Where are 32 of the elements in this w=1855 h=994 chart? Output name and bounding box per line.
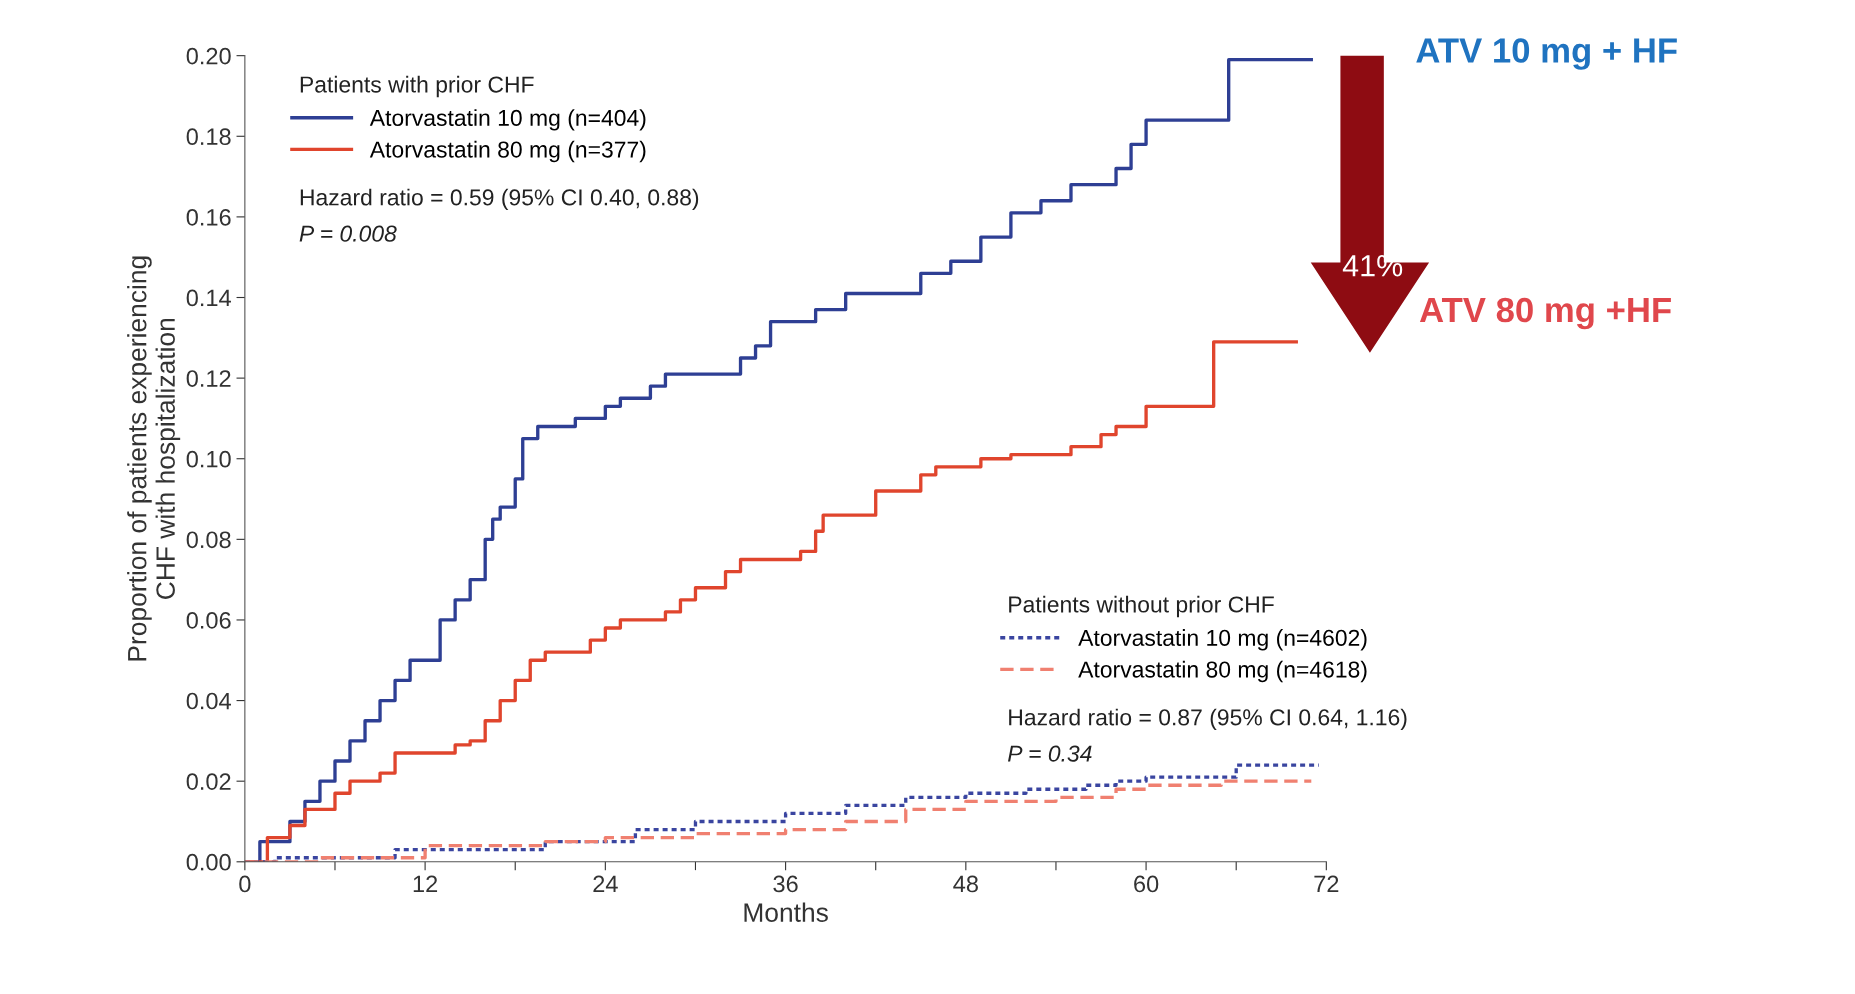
y-tick-label: 0.20 (186, 47, 231, 65)
annotation: Patients without prior CHF (1009, 595, 1274, 618)
y-tick-label: 0.08 (186, 531, 231, 549)
y-tick-label: 0.02 (186, 773, 231, 790)
x-tick-label: 60 (1134, 875, 1159, 893)
x-tick-label: 24 (593, 875, 618, 893)
y-tick-label: 0.04 (186, 692, 231, 710)
y-tick-label: 0.06 (186, 612, 231, 629)
annotation: Hazard ratio = 0.59 (95% CI 0.40, 0.88) (300, 188, 699, 211)
annotation: Patients with prior CHF (300, 75, 534, 98)
x-tick-label: 0 (239, 875, 251, 893)
text: ATV 10 mg + HF (1416, 38, 1677, 70)
y-tick-label: 0.12 (186, 370, 231, 387)
y-tick-label: 0.16 (186, 208, 231, 226)
x-tick-label: 12 (413, 875, 438, 893)
annotation: Hazard ratio = 0.87 (95% CI 0.64, 1.16) (1009, 708, 1407, 730)
legend-label: Atorvastatin 80 mg (n=4618) (1078, 660, 1367, 683)
y-tick-label: 0.18 (186, 128, 231, 146)
annotation: P = 0.34 (1008, 745, 1092, 762)
annotation: P = 0.008 (299, 225, 397, 242)
legend-label: Atorvastatin 80 mg (n=377) (369, 140, 646, 163)
x-tick-label: 36 (773, 875, 798, 893)
x-tick-label: 48 (953, 875, 978, 893)
y-tick-label: 0.14 (186, 289, 231, 307)
text: ATV 80 mg +HF (1419, 297, 1671, 330)
y-tick-label: 0.00 (186, 853, 231, 871)
legend-label: Atorvastatin 10 mg (n=4602) (1078, 629, 1367, 651)
x-tick-label: 72 (1314, 875, 1339, 893)
y-tick-label: 0.10 (186, 450, 231, 468)
x-axis-title: Months (744, 902, 828, 922)
legend-label: Atorvastatin 10 mg (n=404) (369, 109, 646, 131)
y-axis-title: Proportion of patients experiencing CHF with hospitalization (127, 256, 181, 661)
